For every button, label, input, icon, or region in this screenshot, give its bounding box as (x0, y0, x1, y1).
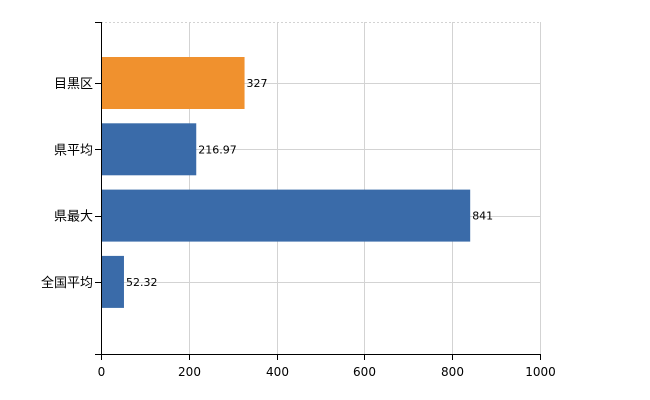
category-label-4: 全国平均 (41, 275, 93, 291)
bar-3 (101, 189, 471, 242)
data-label-2: 216.97 (198, 143, 237, 156)
category-label-2: 県平均 (54, 143, 93, 158)
x-tick-label: 600 (353, 365, 376, 379)
bar-1 (101, 57, 245, 109)
x-tick-label: 800 (441, 365, 464, 379)
x-tick-label: 0 (98, 365, 106, 379)
category-label-1: 目黒区 (54, 77, 93, 92)
bar-4 (101, 255, 124, 308)
bar-2 (101, 123, 197, 176)
data-labels: 327 216.97 841 52.32 (126, 77, 493, 289)
category-label-3: 県最大 (54, 210, 93, 225)
data-label-4: 52.32 (126, 276, 157, 289)
x-tick-label: 1000 (525, 365, 556, 379)
data-label-3: 841 (472, 210, 493, 223)
x-tick-label: 400 (266, 365, 289, 379)
x-tick-label: 200 (178, 365, 201, 379)
data-label-1: 327 (247, 77, 268, 90)
bars (101, 57, 471, 308)
